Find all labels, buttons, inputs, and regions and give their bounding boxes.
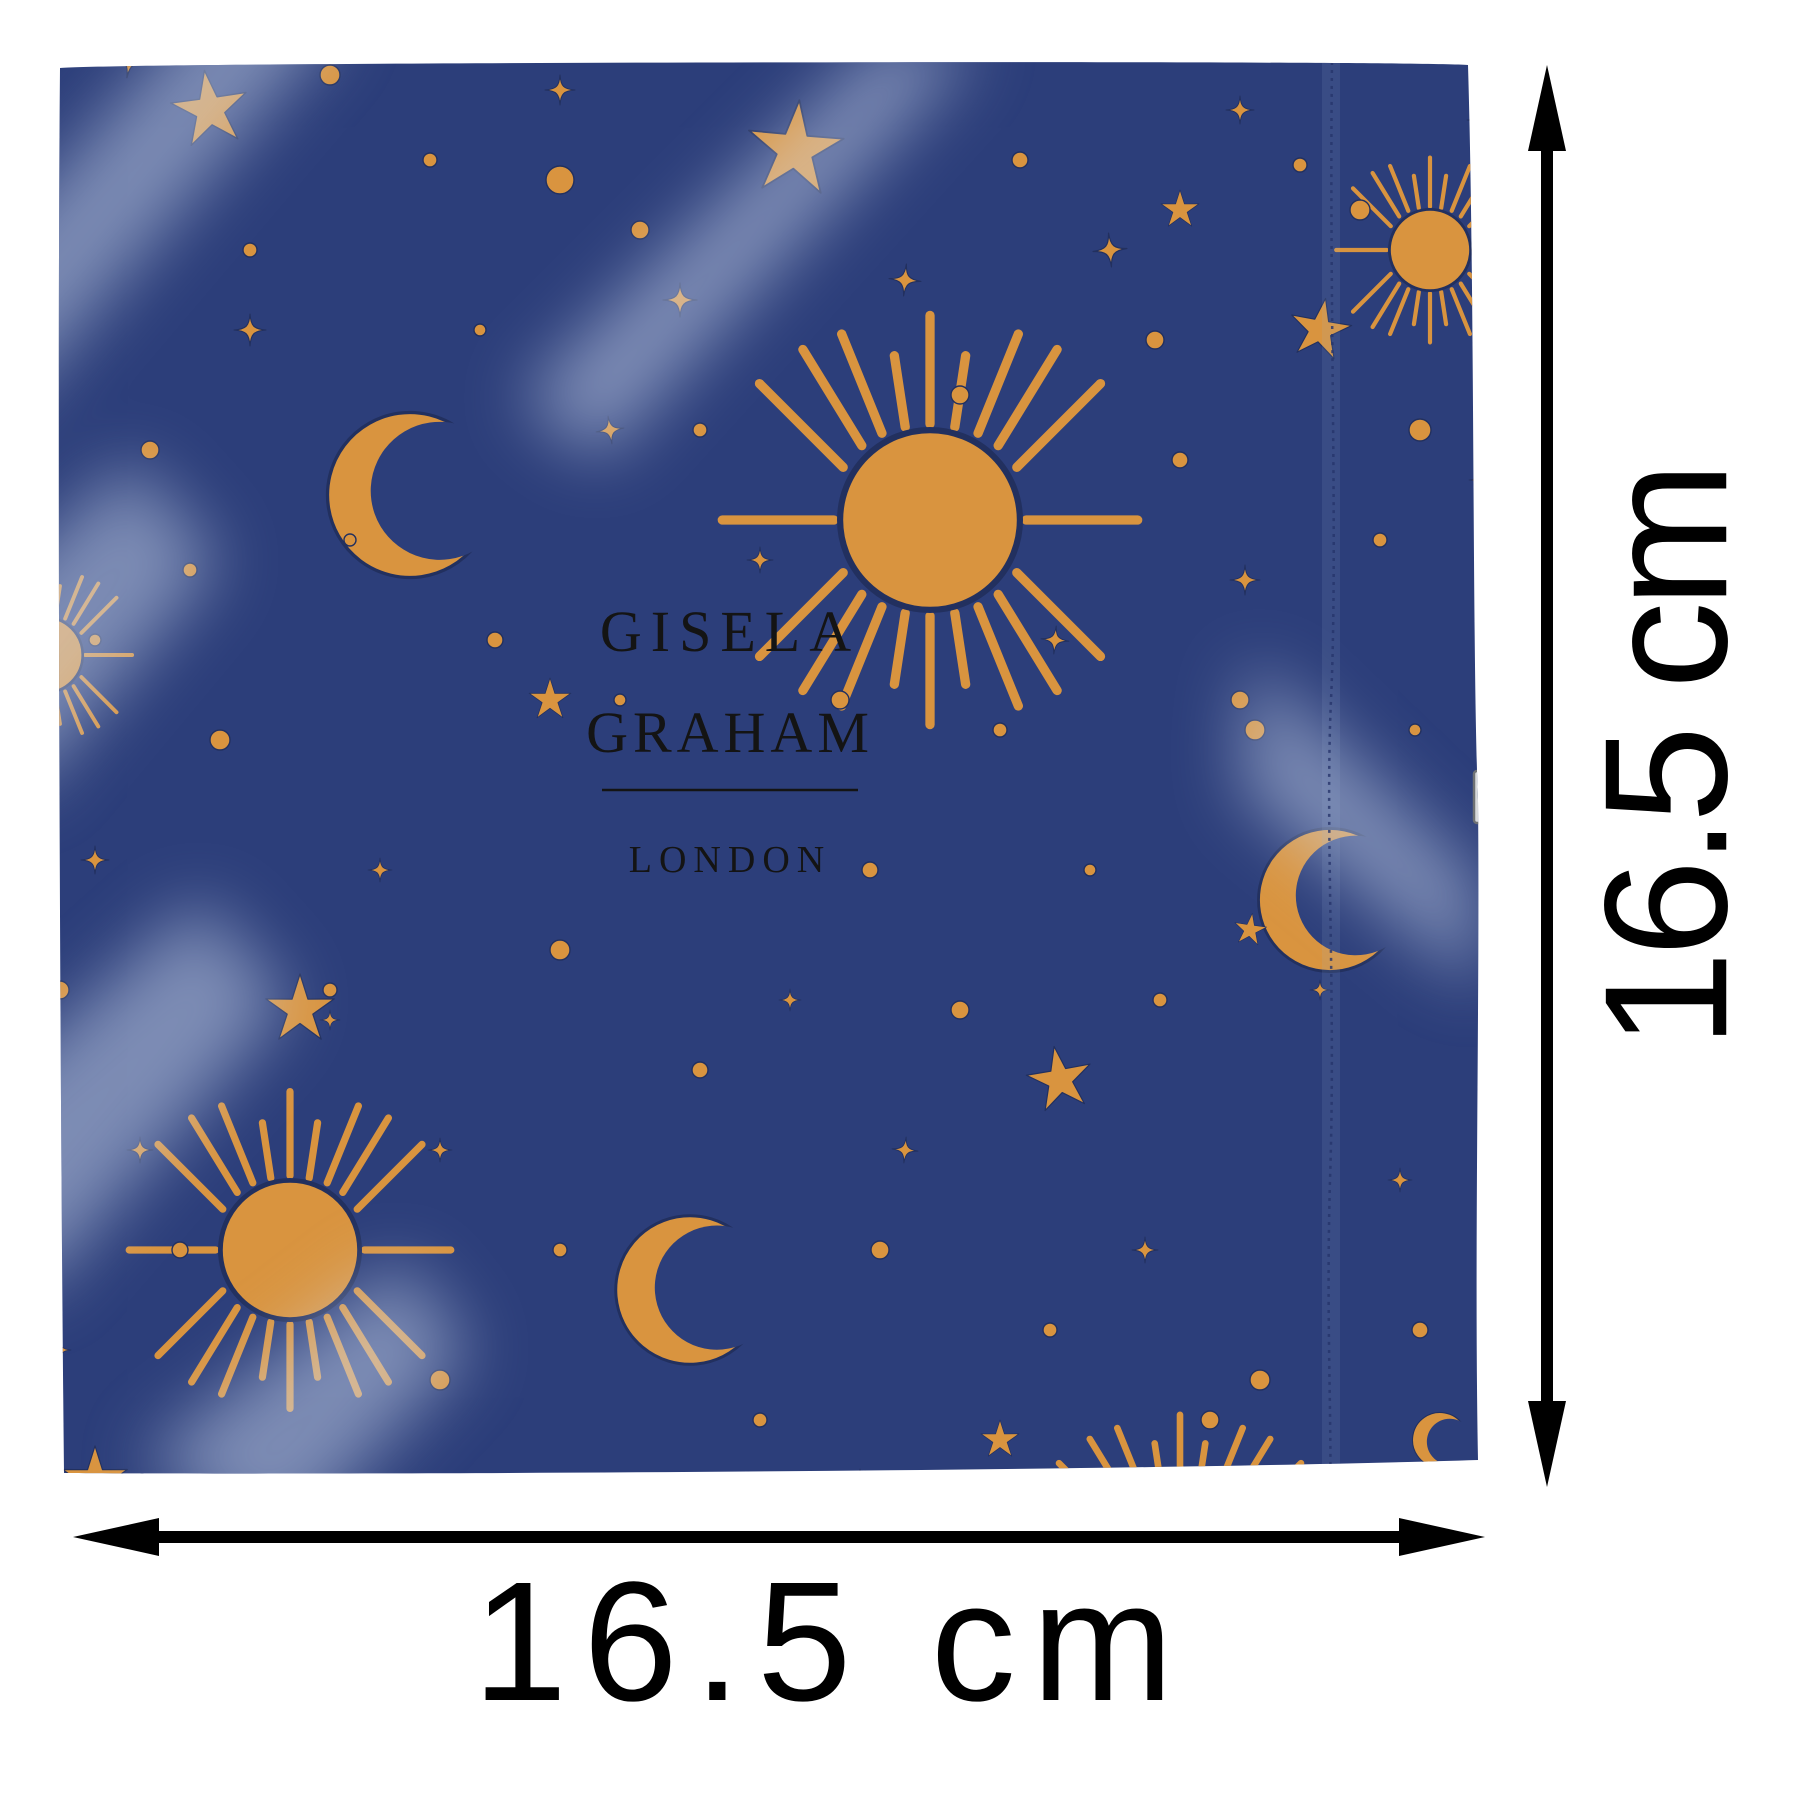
svg-text:16.5 cm: 16.5 cm xyxy=(473,1547,1190,1737)
svg-text:16.5 cm: 16.5 cm xyxy=(1569,468,1764,1049)
